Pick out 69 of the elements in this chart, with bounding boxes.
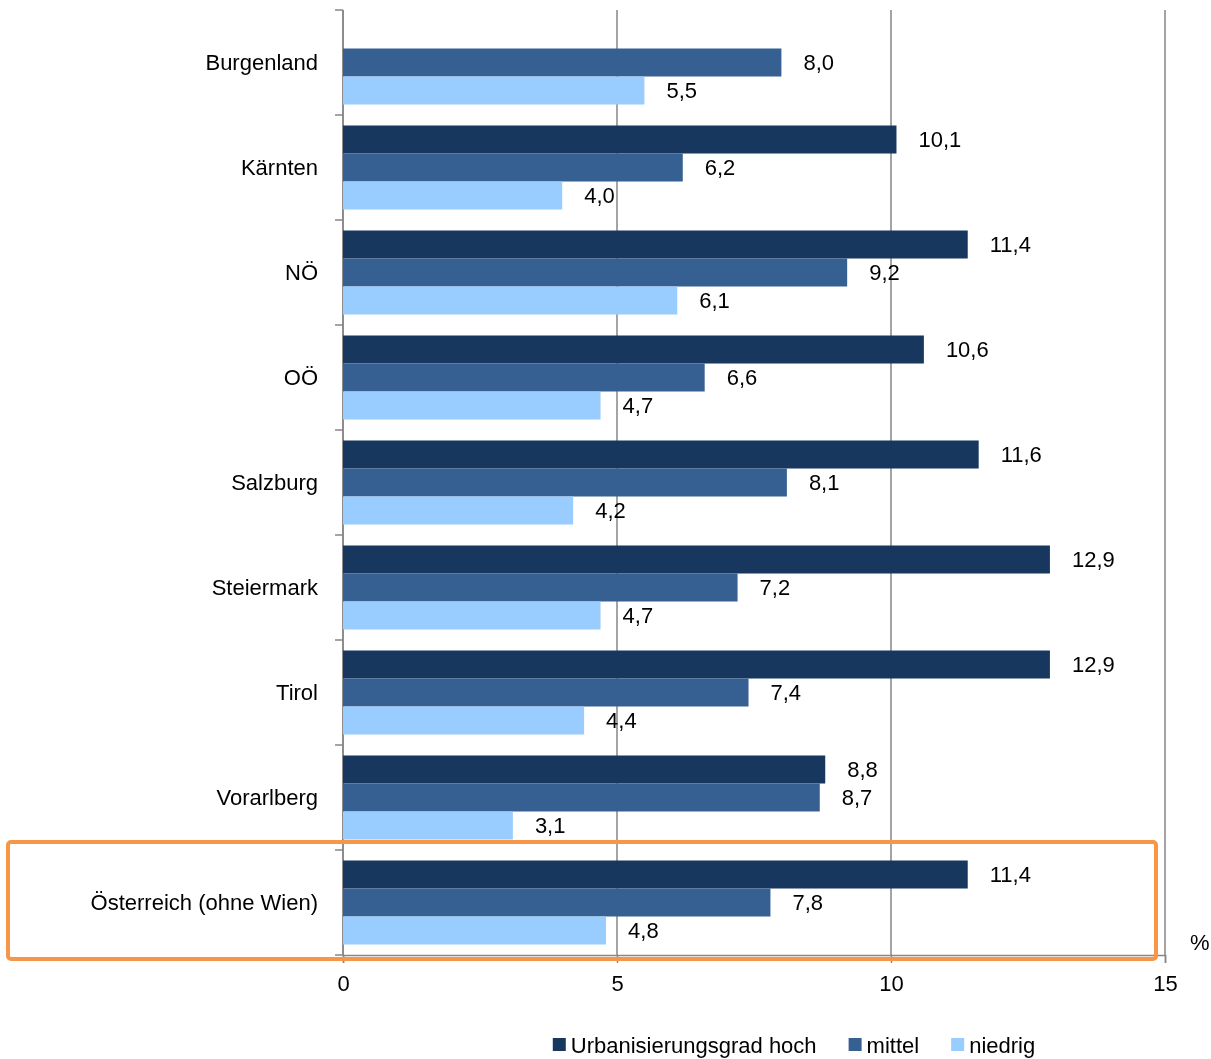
y-tick-label: NÖ (285, 260, 318, 286)
data-label: 5,5 (666, 78, 697, 104)
bar (343, 755, 826, 784)
bar (343, 363, 705, 392)
y-tick-label: Österreich (ohne Wien) (90, 890, 318, 916)
data-label: 7,4 (770, 680, 802, 706)
bar (343, 230, 968, 259)
data-label: 4,7 (622, 603, 654, 629)
bar (343, 601, 601, 630)
data-label: 4,4 (606, 708, 637, 734)
x-tick-label: 0 (337, 970, 350, 996)
bar (343, 706, 585, 735)
data-label: 6,1 (699, 288, 730, 314)
bar (343, 153, 683, 182)
y-tick-label: Tirol (276, 680, 318, 706)
y-tick-label: Kärnten (240, 155, 318, 181)
bar (343, 258, 848, 287)
data-label: 8,7 (841, 785, 873, 811)
bar (343, 811, 513, 840)
y-tick-label: Salzburg (231, 470, 318, 496)
data-label: 8,8 (847, 757, 878, 783)
bar (343, 678, 749, 707)
y-tick-label: OÖ (283, 365, 318, 391)
x-tick-label: 15 (1153, 970, 1178, 996)
bar (343, 573, 738, 602)
bar (343, 440, 979, 469)
y-tick-label: Steiermark (211, 575, 319, 601)
data-label: 12,9 (1071, 652, 1115, 678)
bar (343, 888, 771, 917)
bar (343, 783, 820, 812)
data-label: 11,6 (1000, 442, 1042, 468)
x-tick-label: 10 (879, 970, 904, 996)
y-tick-label: Vorarlberg (216, 785, 318, 811)
bar (343, 286, 678, 315)
x-tick-label: 5 (611, 970, 624, 996)
data-label: 7,8 (792, 890, 824, 916)
data-label: 11,4 (989, 862, 1031, 888)
bar (343, 76, 645, 105)
data-label: 4,7 (622, 393, 654, 419)
bar (343, 496, 574, 525)
bar (343, 468, 787, 497)
y-tick-label: Burgenland (205, 50, 318, 76)
data-label: 3,1 (534, 813, 566, 839)
bar (343, 181, 563, 210)
data-label: 8,1 (808, 470, 840, 496)
data-label: 4,2 (595, 498, 626, 524)
bar (343, 650, 1050, 679)
data-label: 4,8 (628, 918, 659, 944)
data-label: 12,9 (1071, 547, 1115, 573)
bar (343, 48, 782, 77)
data-label: 4,0 (584, 183, 615, 209)
legend-label: mittel (866, 1032, 920, 1058)
bar (343, 545, 1050, 574)
data-label: 7,2 (759, 575, 791, 601)
data-label: 6,2 (704, 155, 736, 181)
data-label: 9,2 (869, 260, 900, 286)
legend-label: Urbanisierungsgrad hoch (570, 1032, 817, 1058)
bar (343, 125, 897, 154)
data-label: 10,6 (945, 337, 989, 363)
data-label: 8,0 (803, 50, 834, 76)
bar (343, 860, 968, 889)
bar (343, 335, 924, 364)
bar (343, 916, 607, 945)
legend-label: niedrig (969, 1032, 1036, 1058)
bar (343, 391, 601, 420)
data-label: 11,4 (989, 232, 1031, 258)
data-label: 6,6 (726, 365, 758, 391)
x-axis-title: % (1190, 930, 1210, 955)
data-label: 10,1 (918, 127, 962, 153)
